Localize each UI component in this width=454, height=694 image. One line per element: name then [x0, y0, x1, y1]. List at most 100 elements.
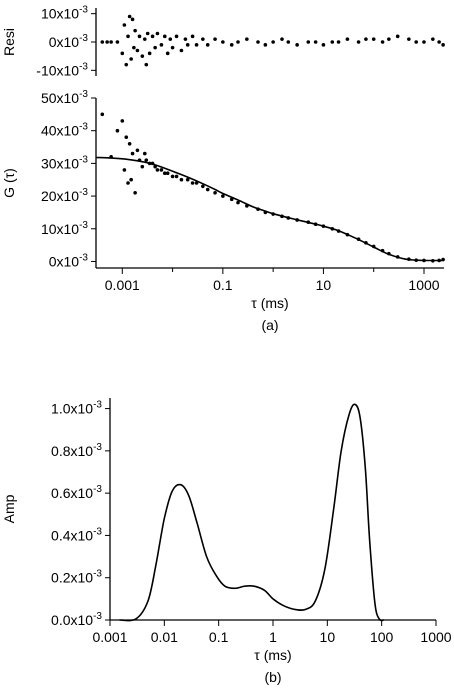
data-point [145, 31, 150, 36]
x-tick-label: 0.1 [209, 629, 229, 645]
data-point [213, 191, 217, 195]
data-point [371, 37, 376, 41]
x-tick-label: 10 [320, 629, 336, 645]
y-tick-label: 40x10-3 [41, 122, 88, 139]
correlation-panel: 50x10-3 40x10-3 30x10-3 20x10-3 10x10-3 0x10-… [1, 89, 445, 333]
x-axis-title: τ (ms) [251, 295, 288, 311]
x-tick-label: 100 [370, 629, 394, 645]
data-point [185, 177, 190, 182]
y-tick-label: 1.0x10-3 [51, 400, 102, 417]
data-point [142, 151, 147, 156]
data-point [174, 174, 179, 179]
data-point [124, 135, 129, 140]
data-point [306, 40, 311, 44]
data-point [263, 43, 268, 47]
data-point [159, 43, 164, 47]
y-axis-title: Resi [1, 28, 17, 56]
series-line [95, 156, 444, 262]
residuals-panel: 10x10-3 0x10-3 -10x10-3 Resi [1, 5, 445, 78]
panel-label: (a) [261, 317, 278, 333]
data-point [115, 128, 120, 133]
x-axis-title: τ (ms) [254, 647, 291, 663]
data-point [213, 37, 217, 41]
data-point [395, 34, 400, 39]
data-point [179, 48, 184, 53]
data-point [286, 40, 291, 44]
data-point [153, 45, 157, 50]
data-point [147, 51, 152, 56]
data-point [130, 151, 135, 156]
data-point [120, 119, 125, 123]
y-tick-label: 0.6x10-3 [51, 484, 102, 501]
x-tick-label: 1000 [420, 629, 451, 645]
y-tick-label: -10x10-3 [36, 61, 88, 78]
x-tick-label: 1000 [408, 277, 439, 293]
data-point [135, 148, 140, 153]
data-point [356, 40, 361, 44]
data-point [205, 187, 210, 192]
data-point [168, 37, 173, 41]
data-point [124, 62, 129, 67]
data-point [190, 181, 195, 185]
data-point [221, 40, 225, 44]
data-point [221, 194, 225, 198]
x-tick-label: 0.1 [213, 277, 233, 293]
data-point [313, 40, 318, 44]
data-point [127, 141, 132, 146]
data-point [129, 57, 133, 61]
data-point [159, 168, 164, 172]
data-point [155, 168, 160, 172]
data-point [170, 174, 175, 179]
data-point [126, 34, 130, 39]
data-point [120, 51, 125, 56]
data-point [185, 43, 190, 47]
data-point [271, 40, 275, 44]
data-point [140, 54, 145, 58]
y-tick-label: 50x10-3 [41, 89, 88, 106]
data-point [122, 168, 127, 172]
data-point [422, 40, 426, 44]
data-point [280, 37, 284, 41]
y-tick-label: 20x10-3 [41, 187, 88, 204]
data-point [144, 158, 149, 162]
data-point [170, 45, 175, 50]
data-point [407, 37, 411, 41]
y-tick-label: 0x10-3 [49, 252, 89, 269]
y-tick-label: 0.2x10-3 [51, 569, 102, 586]
data-point [122, 23, 127, 27]
data-point [142, 37, 147, 41]
data-point [174, 34, 179, 39]
data-point [162, 171, 167, 175]
y-tick-label: 10x10-3 [41, 220, 88, 237]
distribution-panel: 1.0x10-3 0.8x10-3 0.6x10-3 0.4x10-3 0.2x10-3… [1, 398, 452, 685]
data-point [441, 43, 445, 47]
data-point [133, 191, 137, 195]
data-point [137, 34, 142, 39]
data-point [129, 177, 133, 182]
data-point [100, 112, 105, 117]
y-tick-label: 0x10-3 [49, 33, 89, 50]
data-point [155, 31, 160, 36]
data-point [165, 51, 170, 56]
data-point [380, 40, 385, 44]
data-point [115, 40, 120, 44]
data-point [132, 45, 136, 50]
data-point [201, 184, 205, 189]
data-point [205, 43, 210, 47]
data-point [165, 171, 170, 175]
data-point [431, 37, 435, 41]
data-point [387, 37, 391, 41]
data-point [140, 164, 145, 169]
data-point [126, 181, 130, 185]
data-point [229, 43, 234, 47]
data-point [364, 37, 368, 41]
data-point [336, 40, 341, 44]
y-axis-title: Amp [1, 494, 17, 523]
data-point [236, 40, 240, 44]
data-point [144, 62, 149, 67]
data-point [100, 40, 105, 44]
data-point [109, 40, 113, 44]
data-point [201, 37, 205, 41]
data-point [295, 43, 299, 47]
data-point [135, 48, 140, 53]
